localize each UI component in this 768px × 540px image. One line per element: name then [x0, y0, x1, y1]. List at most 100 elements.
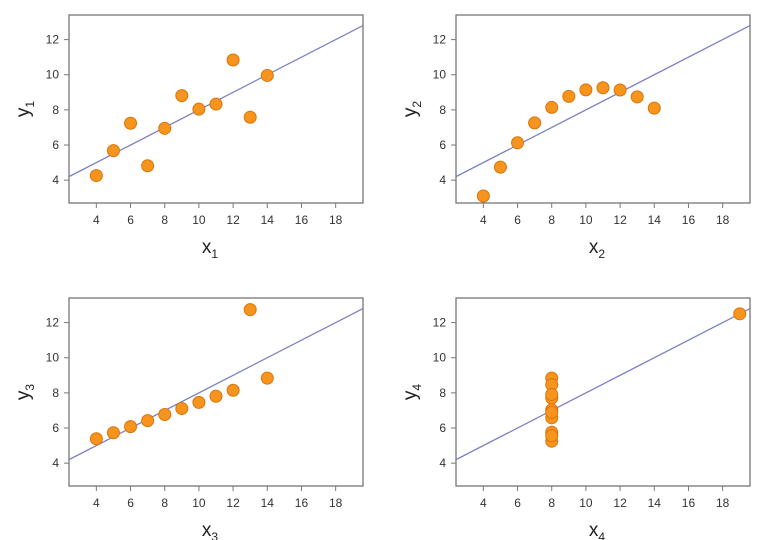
- x-tick-label: 6: [127, 213, 134, 227]
- x-axis-label: x3: [202, 520, 219, 540]
- x-tick-label: 4: [93, 213, 100, 227]
- x-tick-label: 4: [93, 496, 100, 510]
- y-tick-label: 6: [439, 138, 446, 152]
- x-tick-label: 10: [192, 213, 206, 227]
- x-tick-label: 18: [329, 213, 343, 227]
- x-tick-label: 4: [480, 496, 487, 510]
- y-tick-label: 12: [433, 33, 447, 47]
- y-axis-label-subscript: 1: [23, 101, 37, 108]
- regression-line: [456, 307, 750, 461]
- data-point: [260, 371, 274, 385]
- data-point: [243, 303, 257, 317]
- y-tick-label: 4: [439, 173, 446, 187]
- y-axis-label: y3: [13, 384, 37, 401]
- y-axis-label-main: y: [400, 107, 421, 117]
- x-axis-label-main: x: [202, 520, 212, 540]
- x-axis-label-main: x: [202, 237, 212, 258]
- data-point: [596, 81, 610, 95]
- x-axis-label-subscript: 1: [211, 247, 218, 261]
- data-point: [158, 121, 172, 135]
- data-point: [124, 116, 138, 130]
- x-tick-label: 14: [648, 213, 662, 227]
- plot-frame: [455, 297, 751, 487]
- data-point: [106, 144, 120, 158]
- y-axis-label: y4: [400, 384, 424, 401]
- y-tick-label: 12: [46, 316, 60, 330]
- y-axis-label-subscript: 3: [23, 384, 37, 391]
- x-tick-label: 6: [514, 496, 521, 510]
- data-point: [545, 429, 559, 443]
- plot-frame: [68, 14, 364, 204]
- data-point: [545, 100, 559, 114]
- y-tick-label: 4: [52, 173, 59, 187]
- data-point: [493, 160, 507, 174]
- data-point: [613, 83, 627, 97]
- x-tick-label: 14: [261, 213, 275, 227]
- data-point: [89, 432, 103, 446]
- data-point: [476, 189, 490, 203]
- y-tick-label: 8: [52, 386, 59, 400]
- plot-frame: [455, 14, 751, 204]
- data-point: [647, 101, 661, 115]
- data-point: [562, 89, 576, 103]
- data-point: [106, 426, 120, 440]
- data-point: [124, 420, 138, 434]
- data-point: [630, 90, 644, 104]
- data-point: [226, 53, 240, 67]
- x-axis-label: x4: [589, 520, 606, 540]
- data-point: [243, 110, 257, 124]
- data-point: [733, 307, 747, 321]
- y-tick-label: 8: [439, 386, 446, 400]
- y-tick-label: 12: [433, 316, 447, 330]
- y-tick-label: 10: [46, 68, 60, 82]
- data-point: [192, 102, 206, 116]
- data-point: [226, 383, 240, 397]
- y-tick-label: 10: [433, 351, 447, 365]
- y-tick-label: 6: [52, 138, 59, 152]
- x-tick-label: 8: [548, 213, 555, 227]
- y-axis-label-main: y: [13, 107, 34, 117]
- y-tick-label: 10: [46, 351, 60, 365]
- x-tick-label: 18: [716, 213, 730, 227]
- x-tick-label: 12: [226, 213, 240, 227]
- y-axis-label: y2: [400, 101, 424, 118]
- x-axis-label-subscript: 2: [598, 247, 605, 261]
- data-point: [141, 159, 155, 173]
- data-point: [192, 395, 206, 409]
- x-tick-label: 6: [127, 496, 134, 510]
- y-axis-label-main: y: [400, 390, 421, 400]
- x-tick-label: 18: [329, 496, 343, 510]
- y-tick-label: 8: [439, 103, 446, 117]
- y-axis-label: y1: [13, 101, 37, 118]
- x-tick-label: 18: [716, 496, 730, 510]
- data-point: [89, 169, 103, 183]
- x-tick-label: 10: [579, 496, 593, 510]
- y-tick-label: 8: [52, 103, 59, 117]
- plot-frame: [68, 297, 364, 487]
- data-point: [528, 116, 542, 130]
- x-tick-label: 16: [682, 213, 696, 227]
- y-axis-label-main: y: [13, 390, 34, 400]
- y-tick-label: 4: [52, 456, 59, 470]
- x-tick-label: 12: [613, 496, 627, 510]
- data-point: [175, 402, 189, 416]
- data-point: [545, 405, 559, 419]
- x-axis-label: x1: [202, 237, 219, 261]
- x-tick-label: 14: [648, 496, 662, 510]
- x-axis-label-subscript: 3: [211, 530, 218, 540]
- x-tick-label: 8: [161, 496, 168, 510]
- x-tick-label: 12: [613, 213, 627, 227]
- data-point: [545, 387, 559, 401]
- x-tick-label: 8: [161, 213, 168, 227]
- regression-line: [456, 24, 750, 178]
- y-axis-label-subscript: 4: [410, 384, 424, 391]
- x-tick-label: 4: [480, 213, 487, 227]
- data-point: [260, 68, 274, 82]
- y-tick-label: 6: [439, 421, 446, 435]
- x-axis-label-main: x: [589, 237, 599, 258]
- data-point: [209, 389, 223, 403]
